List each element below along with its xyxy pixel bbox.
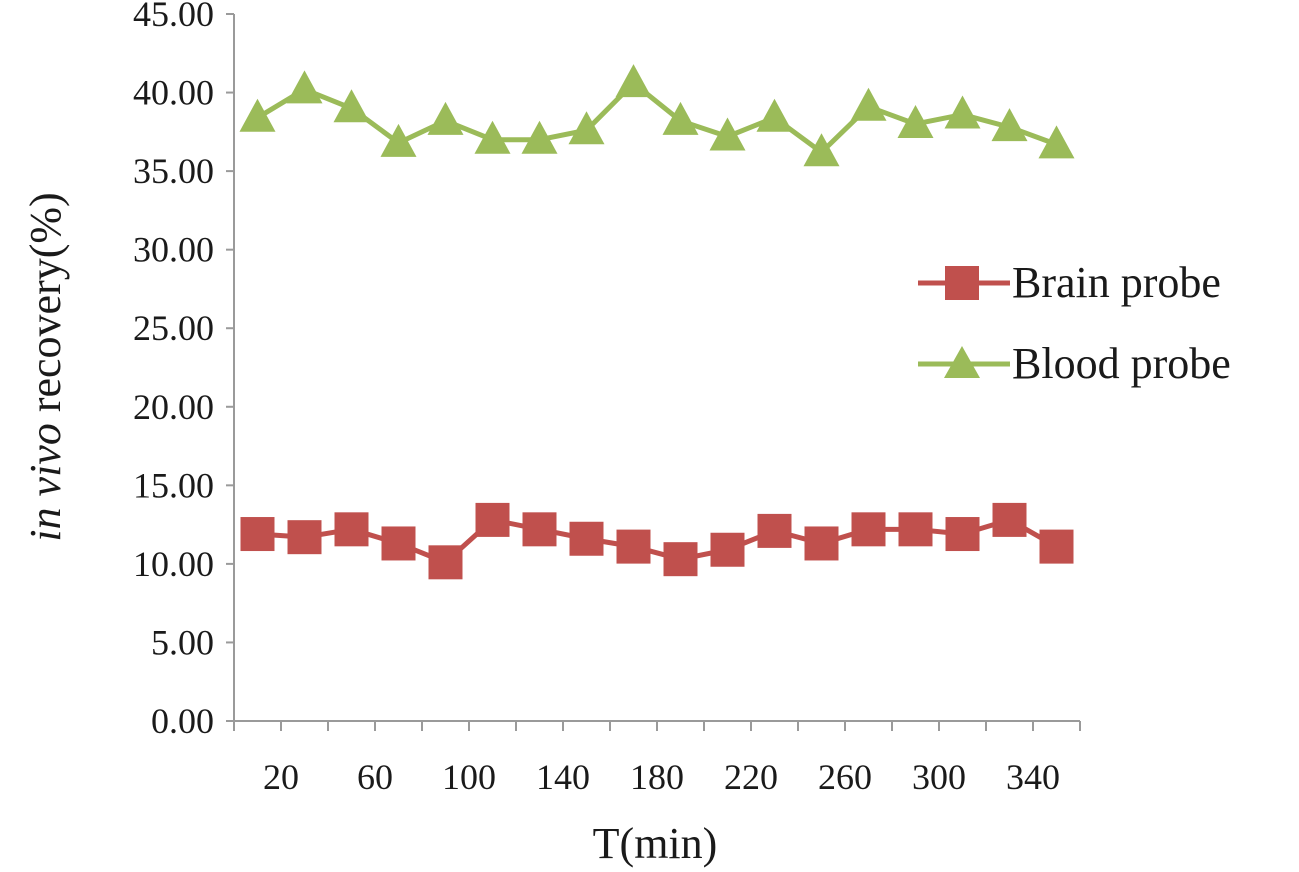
data-point-blood-probe: [850, 87, 887, 121]
legend-marker-square: [945, 266, 979, 300]
data-point-brain-probe: [851, 512, 886, 547]
data-point-brain-probe: [1039, 529, 1074, 564]
data-point-blood-probe: [756, 98, 793, 132]
y-tick-group: 0.00 5.00 10.00 15.00 20.00 25.00 30.00 35.00 40…: [133, 0, 234, 741]
data-point-blood-probe: [521, 120, 558, 154]
legend-item-blood-probe: Blood probe: [918, 339, 1231, 388]
data-point-brain-probe: [710, 532, 745, 567]
x-tick-label: 220: [724, 757, 778, 797]
series-blood-probe: [239, 64, 1075, 167]
y-tick-label: 35.00: [133, 151, 214, 191]
data-point-blood-probe: [803, 133, 840, 167]
legend-label-brain-probe: Brain probe: [1012, 258, 1221, 307]
x-tick-label: 180: [630, 757, 684, 797]
data-point-brain-probe: [757, 513, 792, 548]
data-point-brain-probe: [240, 517, 275, 552]
data-point-blood-probe: [709, 117, 746, 151]
legend: Brain probe Blood probe: [918, 258, 1231, 388]
series-brain-probe: [240, 502, 1074, 580]
data-point-brain-probe: [522, 512, 557, 547]
y-axis-title: in vivo recovery(%): [21, 192, 70, 541]
y-axis-title-rest: recovery(%): [21, 192, 70, 423]
data-point-blood-probe: [944, 95, 981, 129]
x-axis-title: T(min): [593, 819, 718, 868]
data-point-brain-probe: [804, 526, 839, 561]
x-tick-group: 20 60 100 140 180 220 260 300 340: [233, 721, 1081, 797]
data-point-brain-probe: [898, 512, 933, 547]
data-point-blood-probe: [991, 108, 1028, 142]
data-point-brain-probe: [334, 512, 369, 547]
data-point-brain-probe: [663, 542, 698, 577]
data-point-brain-probe: [569, 521, 604, 556]
x-tick-label: 100: [442, 757, 496, 797]
series-line-brain-probe: [257, 517, 1058, 565]
series-layer: [239, 64, 1075, 580]
data-point-brain-probe: [945, 517, 980, 552]
data-point-brain-probe: [992, 502, 1027, 537]
data-point-blood-probe: [239, 98, 276, 132]
x-axis: 20 60 100 140 180 220 260 300 340: [233, 720, 1081, 797]
x-tick-label: 340: [1006, 757, 1060, 797]
y-tick-label: 15.00: [133, 465, 214, 505]
data-point-blood-probe: [427, 101, 464, 135]
y-axis: 0.00 5.00 10.00 15.00 20.00 25.00 30.00 35.00 40…: [133, 0, 235, 741]
x-tick-label: 140: [536, 757, 590, 797]
data-point-blood-probe: [615, 64, 652, 98]
x-tick-label: 260: [818, 757, 872, 797]
x-tick-label: 20: [263, 757, 299, 797]
data-point-blood-probe: [662, 101, 699, 135]
legend-marker-triangle: [944, 346, 980, 378]
y-tick-label: 45.00: [133, 0, 214, 34]
data-point-blood-probe: [568, 111, 605, 145]
data-point-blood-probe: [897, 104, 934, 138]
data-point-brain-probe: [287, 520, 322, 555]
legend-label-blood-probe: Blood probe: [1012, 339, 1231, 388]
data-point-brain-probe: [616, 529, 651, 564]
y-tick-label: 5.00: [151, 622, 214, 662]
data-point-blood-probe: [380, 123, 417, 157]
data-point-blood-probe: [474, 120, 511, 154]
y-tick-label: 30.00: [133, 230, 214, 270]
x-tick-label: 60: [357, 757, 393, 797]
data-point-blood-probe: [333, 89, 370, 123]
y-tick-label: 10.00: [133, 544, 214, 584]
data-point-brain-probe: [475, 502, 510, 537]
y-tick-label: 20.00: [133, 387, 214, 427]
series-line-blood-probe: [256, 80, 1058, 155]
data-point-blood-probe: [286, 70, 323, 104]
legend-item-brain-probe: Brain probe: [918, 258, 1221, 307]
y-tick-label: 0.00: [151, 701, 214, 741]
y-axis-title-italic: in vivo: [21, 423, 70, 542]
data-point-brain-probe: [381, 526, 416, 561]
data-point-blood-probe: [1038, 125, 1075, 159]
y-tick-label: 25.00: [133, 308, 214, 348]
y-tick-label: 40.00: [133, 73, 214, 113]
data-point-brain-probe: [428, 545, 463, 580]
x-tick-label: 300: [912, 757, 966, 797]
